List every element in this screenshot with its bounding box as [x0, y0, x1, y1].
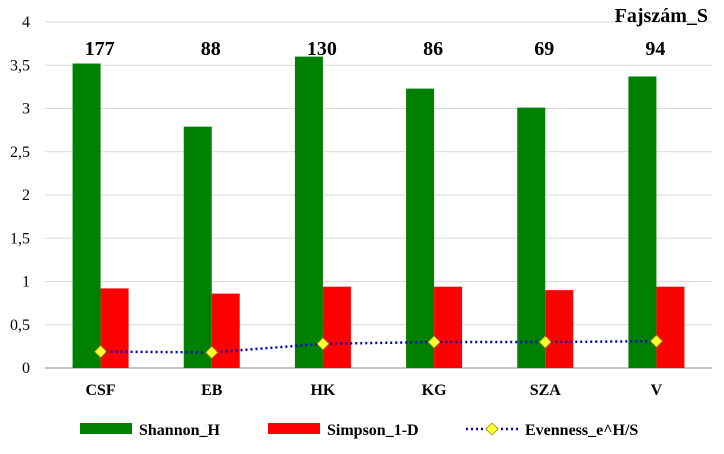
evenness-point-eb: [205, 345, 219, 359]
y-tick-label: 2: [22, 187, 30, 204]
species-count-label: 177: [85, 38, 115, 60]
x-tick-label: V: [651, 382, 663, 399]
bar-shannon-v: [628, 76, 657, 369]
y-tick-label: 0: [22, 360, 30, 377]
bar-simpson-kg: [434, 286, 463, 368]
evenness-point-csf: [94, 344, 108, 359]
y-tick-label: 4: [22, 14, 30, 31]
legend-swatch-simpson: [268, 423, 320, 434]
legend-label-shannon: Shannon_H: [139, 422, 220, 439]
evenness-point-sza: [538, 335, 552, 349]
x-axis: CSF EB HK KG SZA V: [85, 382, 662, 399]
gridlines: [45, 21, 712, 369]
species-count-label: 86: [423, 38, 443, 60]
legend: Shannon_H Simpson_1-D Evenness_e^H/S: [80, 422, 638, 439]
bar-simpson-sza: [545, 290, 574, 368]
x-tick-label: SZA: [530, 382, 562, 399]
bar-simpson-hk: [322, 286, 351, 368]
bar-shannon-csf: [72, 63, 101, 369]
species-count-label: 94: [645, 38, 665, 60]
annotation-title: Fajszám_S: [615, 5, 708, 27]
bars: [72, 56, 685, 369]
legend-marker-evenness: [485, 422, 499, 436]
evenness-point-kg: [427, 335, 441, 349]
x-tick-label: CSF: [85, 382, 115, 399]
species-count-label: 69: [534, 38, 554, 60]
legend-label-evenness: Evenness_e^H/S: [525, 422, 638, 439]
y-tick-label: 3,5: [10, 57, 30, 74]
evenness-point-v: [649, 334, 663, 348]
species-count-annotations: Fajszám_S 177 88 130 86 69 94: [85, 5, 708, 60]
y-tick-label: 3: [22, 101, 30, 118]
evenness-point-hk: [316, 337, 330, 351]
bar-simpson-eb: [211, 293, 240, 368]
legend-label-simpson: Simpson_1-D: [327, 422, 419, 439]
x-tick-label: KG: [422, 382, 447, 399]
bar-shannon-eb: [183, 126, 212, 368]
bar-simpson-v: [656, 286, 685, 368]
bar-simpson-csf: [100, 288, 129, 368]
species-count-label: 130: [307, 38, 337, 60]
y-tick-label: 1,5: [10, 230, 30, 247]
bar-shannon-kg: [406, 88, 435, 368]
evenness-line: [94, 334, 663, 359]
y-tick-label: 0,5: [10, 317, 30, 334]
bar-shannon-sza: [517, 107, 546, 368]
species-count-label: 88: [201, 38, 221, 60]
legend-swatch-shannon: [80, 423, 132, 434]
y-axis: 0 0,5 1 1,5 2 2,5 3 3,5 4: [10, 14, 30, 377]
x-tick-label: HK: [310, 382, 335, 399]
y-tick-label: 2,5: [10, 144, 30, 161]
x-tick-label: EB: [201, 382, 223, 399]
bar-shannon-hk: [294, 56, 323, 368]
y-tick-label: 1: [22, 274, 30, 291]
